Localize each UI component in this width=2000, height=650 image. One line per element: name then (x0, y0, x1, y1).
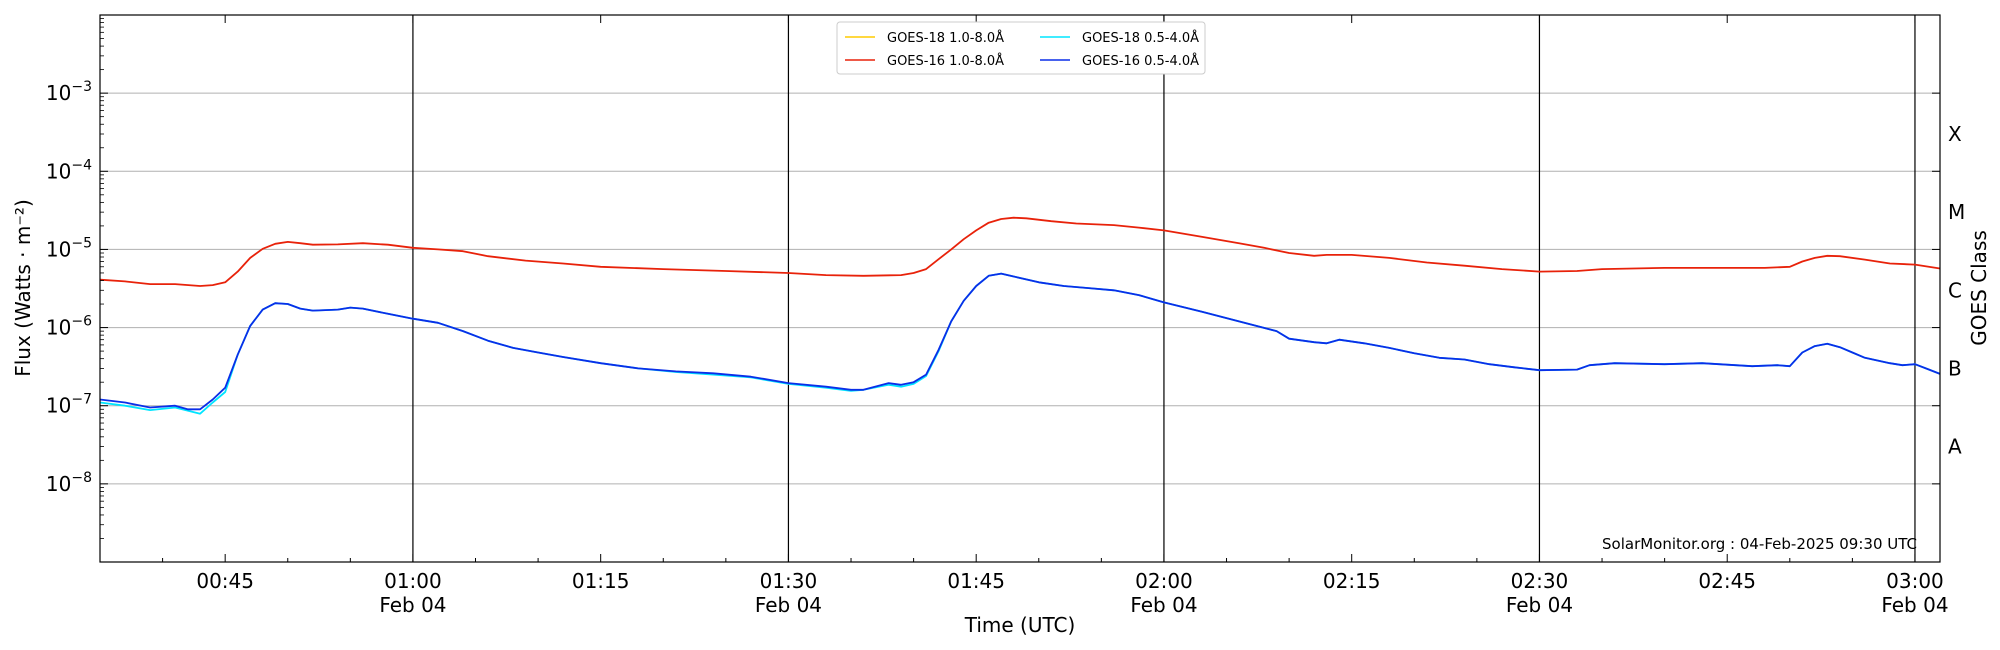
y-tick-label: 10−8 (46, 470, 92, 496)
y2-axis-title: GOES Class (1967, 230, 1991, 346)
legend-label: GOES-16 0.5-4.0Å (1082, 53, 1199, 69)
plot-frame (99, 14, 1941, 563)
y-tick-label: 10−5 (46, 235, 92, 261)
goes-class-labels: A B C M X (1948, 122, 1965, 459)
y-tick-label: 10−3 (46, 79, 92, 105)
goes-class-b: B (1948, 356, 1962, 380)
x-tick-label: 01:00 (384, 569, 442, 593)
x-tick-label: 01:45 (947, 569, 1005, 593)
y-axis-title: Flux (Watts · m⁻²) (11, 199, 35, 377)
goes-class-x: X (1948, 122, 1962, 146)
series-line-1 (99, 272, 1941, 415)
x-tick-label: 01:30 (760, 569, 818, 593)
series-layer (99, 216, 1941, 415)
series-line-3 (99, 272, 1941, 411)
x-tick-label: 02:30 (1511, 569, 1569, 593)
vertical-lines-layer (412, 15, 1916, 562)
x-tick-label: 03:00 (1886, 569, 1944, 593)
x-tick-date-label: Feb 04 (1506, 593, 1573, 617)
goes-class-c: C (1948, 278, 1962, 302)
legend: GOES-18 1.0-8.0Å GOES-18 0.5-4.0Å GOES-16 … (836, 21, 1206, 75)
series-line-2 (99, 216, 1941, 287)
y-tick-label: 10−4 (46, 157, 92, 183)
y-axis-ticks: 10−8 10−7 10−6 10−5 10−4 10−3 (46, 18, 1940, 539)
x-tick-date-label: Feb 04 (379, 593, 446, 617)
goes-class-a: A (1948, 435, 1962, 459)
x-tick-date-label: Feb 04 (1130, 593, 1197, 617)
legend-label: GOES-16 1.0-8.0Å (887, 53, 1004, 69)
legend-label: GOES-18 0.5-4.0Å (1082, 30, 1199, 46)
goes-class-m: M (1948, 200, 1965, 224)
plot-frame-layer (99, 14, 1941, 563)
y-tick-label: 10−6 (46, 314, 92, 340)
y-tick-label: 10−7 (46, 392, 92, 418)
legend-label: GOES-18 1.0-8.0Å (887, 30, 1004, 46)
x-tick-label: 01:15 (572, 569, 630, 593)
x-tick-date-label: Feb 04 (1881, 593, 1948, 617)
x-tick-date-label: Feb 04 (755, 593, 822, 617)
x-tick-label: 00:45 (196, 569, 254, 593)
x-tick-label: 02:00 (1135, 569, 1193, 593)
x-tick-label: 02:45 (1698, 569, 1756, 593)
x-tick-label: 02:15 (1323, 569, 1381, 593)
source-annotation: SolarMonitor.org : 04-Feb-2025 09:30 UTC (1602, 535, 1917, 553)
grid-layer (100, 14, 1940, 485)
x-axis-title: Time (UTC) (964, 613, 1076, 637)
legend-box (836, 21, 1206, 75)
